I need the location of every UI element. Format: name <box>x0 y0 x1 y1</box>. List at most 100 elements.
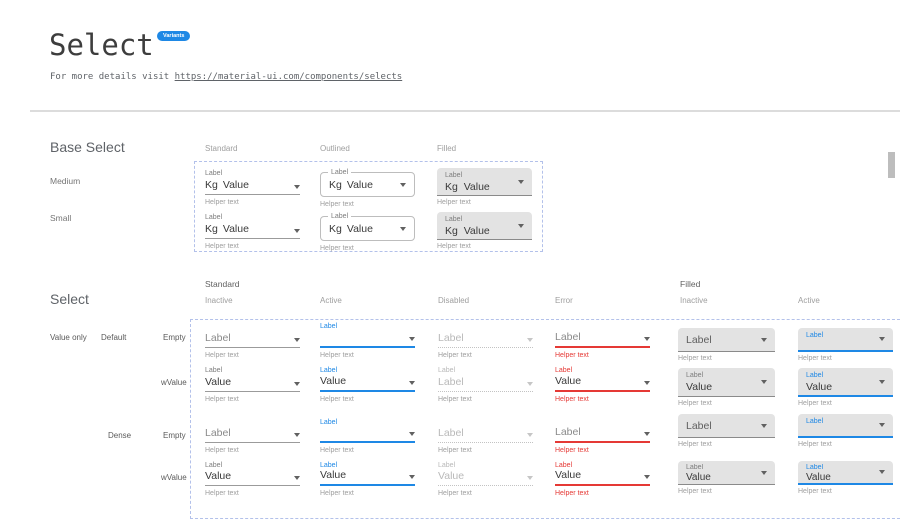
dense-filled-active-value-select[interactable]: Label Value Helper text <box>798 461 893 495</box>
floating-label: Label <box>438 462 456 469</box>
base-filled-medium-select[interactable]: Label Kg Value Helper text <box>437 168 532 206</box>
select-value: Kg Value <box>205 179 249 191</box>
select-control[interactable]: Label Value <box>798 461 893 485</box>
select-value: Label <box>686 333 712 346</box>
dropdown-arrow-icon <box>527 382 533 386</box>
docs-link[interactable]: https://material-ui.com/components/selec… <box>174 72 403 82</box>
base-standard-medium-select[interactable]: Label Kg Value Helper text <box>205 169 300 206</box>
select-value: Value <box>555 469 582 481</box>
select-control[interactable] <box>320 427 415 443</box>
select-value: Value <box>205 376 232 388</box>
select-control[interactable]: Value <box>320 375 415 392</box>
std-disabled-empty-select: Label Helper text <box>438 322 533 359</box>
select-control[interactable]: Value <box>205 470 300 486</box>
select-control[interactable]: Label Kg Value <box>437 212 532 240</box>
select-control[interactable]: Value <box>320 469 415 486</box>
select-control[interactable]: Label <box>678 328 775 352</box>
select-control[interactable]: Label Kg Value <box>320 168 415 197</box>
select-control[interactable]: Label <box>678 414 775 438</box>
select-control[interactable]: Label Kg Value <box>437 168 532 196</box>
select-control[interactable]: Label <box>798 414 893 438</box>
dense-active-value-select[interactable]: Label Value Helper text <box>320 461 415 497</box>
base-outlined-medium-select[interactable]: Label Kg Value Helper text <box>320 168 415 208</box>
filled-inactive-empty-select[interactable]: Label Helper text <box>678 328 775 362</box>
select-control[interactable]: Kg Value <box>205 178 300 195</box>
dropdown-arrow-icon <box>294 382 300 386</box>
helper-text: Helper text <box>555 396 589 403</box>
std-error-value-select[interactable]: Label Value Helper text <box>555 366 650 403</box>
select-control[interactable]: Label Kg Value <box>320 212 415 241</box>
select-control[interactable]: Value <box>555 469 650 486</box>
helper-text: Helper text <box>320 201 354 208</box>
dropdown-arrow-icon <box>294 338 300 342</box>
select-control[interactable]: Label Value <box>798 368 893 397</box>
dense-inactive-empty-select[interactable]: Label Helper text <box>205 418 300 454</box>
floating-label: Label <box>205 214 223 221</box>
col-header-active: Active <box>320 296 342 305</box>
select-control[interactable]: Label Value <box>678 368 775 397</box>
col-header-filled-inactive: Inactive <box>680 296 708 305</box>
header-divider <box>30 110 900 112</box>
filled-active-value-select[interactable]: Label Value Helper text <box>798 368 893 407</box>
std-inactive-value-select[interactable]: Label Value Helper text <box>205 366 300 403</box>
floating-label: Label <box>320 462 338 469</box>
std-inactive-empty-select[interactable]: Label Helper text <box>205 322 300 359</box>
select-control[interactable] <box>320 331 415 348</box>
dropdown-arrow-icon <box>400 226 406 231</box>
select-control: Label <box>438 427 533 443</box>
select-control[interactable]: Kg Value <box>205 222 300 239</box>
dense-filled-inactive-value-select[interactable]: Label Value Helper text <box>678 461 775 495</box>
floating-label: Label <box>205 462 223 469</box>
helper-text: Helper text <box>205 243 239 250</box>
base-filled-small-select[interactable]: Label Kg Value Helper text <box>437 212 532 250</box>
dense-error-empty-select[interactable]: Label Helper text <box>555 418 650 454</box>
scrollbar-thumb[interactable] <box>888 152 895 178</box>
select-control[interactable]: Value <box>205 375 300 392</box>
base-select-story-frame <box>194 161 543 252</box>
helper-text: Helper text <box>437 243 471 250</box>
dropdown-arrow-icon <box>644 475 650 479</box>
dense-inactive-value-select[interactable]: Label Value Helper text <box>205 461 300 497</box>
helper-text: Helper text <box>320 396 354 403</box>
helper-text: Helper text <box>320 245 354 252</box>
base-outlined-small-select[interactable]: Label Kg Value Helper text <box>320 212 415 252</box>
dropdown-arrow-icon <box>527 433 533 437</box>
std-active-value-select[interactable]: Label Value Helper text <box>320 366 415 403</box>
group-header-standard: Standard <box>205 279 240 289</box>
helper-text: Helper text <box>555 352 589 359</box>
dense-active-empty-select[interactable]: Label Helper text <box>320 418 415 454</box>
select-control[interactable]: Label <box>555 426 650 443</box>
select-control[interactable]: Label <box>798 328 893 352</box>
group-header-filled: Filled <box>680 279 701 289</box>
helper-text: Helper text <box>320 352 354 359</box>
select-value: Label <box>686 419 712 432</box>
std-active-empty-select[interactable]: Label Helper text <box>320 322 415 359</box>
page-title: Select <box>49 28 154 62</box>
filled-active-empty-select[interactable]: Label Helper text <box>798 328 893 362</box>
select-value: Label <box>555 426 581 438</box>
base-standard-small-select[interactable]: Label Kg Value Helper text <box>205 213 300 250</box>
filled-inactive-value-select[interactable]: Label Value Helper text <box>678 368 775 407</box>
select-value: Label <box>438 332 464 344</box>
floating-label <box>555 322 650 331</box>
floating-label: Label <box>320 367 338 374</box>
dense-error-value-select[interactable]: Label Value Helper text <box>555 461 650 497</box>
select-control[interactable]: Value <box>555 375 650 392</box>
select-control[interactable]: Label <box>555 331 650 348</box>
select-value: Value <box>320 375 347 387</box>
dropdown-arrow-icon <box>644 337 650 341</box>
select-value: Value <box>438 470 465 482</box>
std-error-empty-select[interactable]: Label Helper text <box>555 322 650 359</box>
variants-badge: Variants <box>157 31 191 41</box>
dense-disabled-empty-select: Label Helper text <box>438 418 533 454</box>
helper-text: Helper text <box>798 441 832 448</box>
dense-filled-inactive-empty-select[interactable]: Label Helper text <box>678 414 775 448</box>
col-header-inactive: Inactive <box>205 296 233 305</box>
select-control[interactable]: Label Value <box>678 461 775 485</box>
floating-label: Label <box>328 168 352 177</box>
select-control[interactable]: Label <box>205 427 300 443</box>
dense-filled-active-empty-select[interactable]: Label Helper text <box>798 414 893 448</box>
select-control[interactable]: Label <box>205 331 300 348</box>
helper-text: Helper text <box>438 396 472 403</box>
dropdown-arrow-icon <box>409 381 415 385</box>
